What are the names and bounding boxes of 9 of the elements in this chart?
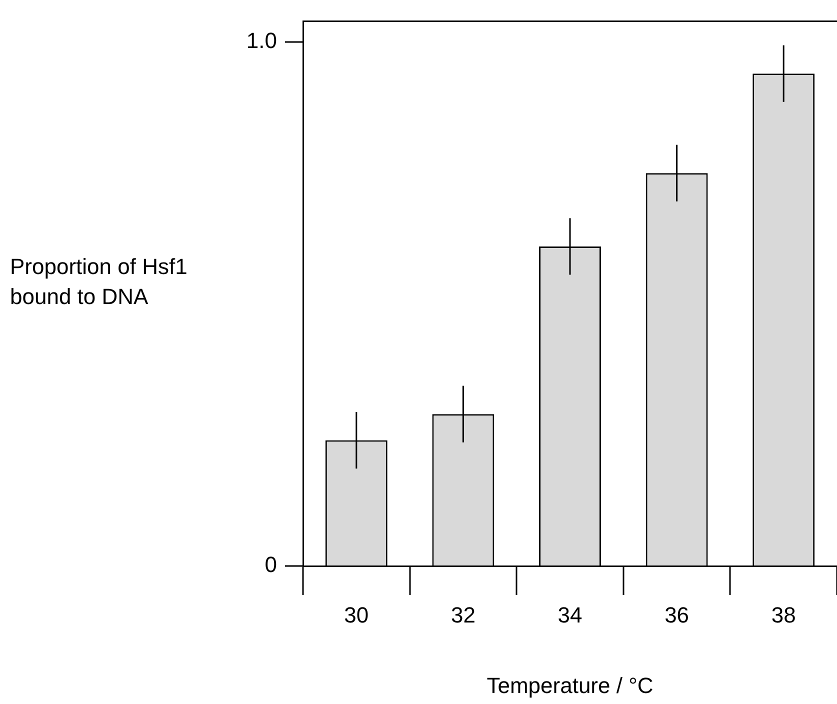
x-tick-label: 30 — [344, 602, 369, 628]
x-tick-label: 32 — [450, 602, 476, 628]
x-tick-label: 36 — [664, 602, 690, 628]
x-axis-title: Temperature / °C — [486, 672, 654, 698]
x-tick-label: 38 — [771, 602, 796, 628]
y-tick-label: 1.0 — [246, 28, 277, 54]
x-tick-label: 34 — [558, 602, 582, 628]
y-axis-title: Proportion of Hsf1 bound to DNA — [10, 253, 188, 311]
y-tick-label: 0 — [264, 552, 277, 578]
